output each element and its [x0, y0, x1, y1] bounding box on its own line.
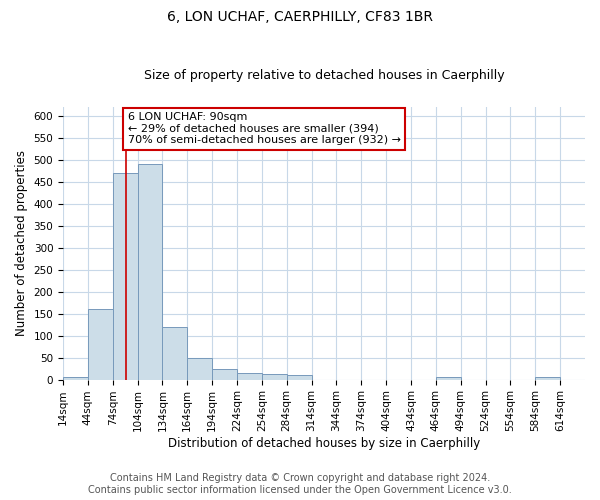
Bar	[187, 358, 212, 380]
Bar	[137, 164, 163, 380]
Text: 6 LON UCHAF: 90sqm
← 29% of detached houses are smaller (394)
70% of semi-detach: 6 LON UCHAF: 90sqm ← 29% of detached hou…	[128, 112, 401, 146]
Bar	[113, 173, 137, 380]
Bar	[212, 368, 237, 380]
Bar	[237, 373, 262, 380]
Bar	[262, 374, 287, 380]
Text: Contains HM Land Registry data © Crown copyright and database right 2024.
Contai: Contains HM Land Registry data © Crown c…	[88, 474, 512, 495]
Bar	[88, 309, 113, 380]
Y-axis label: Number of detached properties: Number of detached properties	[15, 150, 28, 336]
Text: 6, LON UCHAF, CAERPHILLY, CF83 1BR: 6, LON UCHAF, CAERPHILLY, CF83 1BR	[167, 10, 433, 24]
Title: Size of property relative to detached houses in Caerphilly: Size of property relative to detached ho…	[144, 69, 505, 82]
X-axis label: Distribution of detached houses by size in Caerphilly: Distribution of detached houses by size …	[168, 437, 480, 450]
Bar	[535, 378, 560, 380]
Bar	[163, 327, 187, 380]
Bar	[436, 378, 461, 380]
Bar	[287, 375, 311, 380]
Bar	[63, 378, 88, 380]
